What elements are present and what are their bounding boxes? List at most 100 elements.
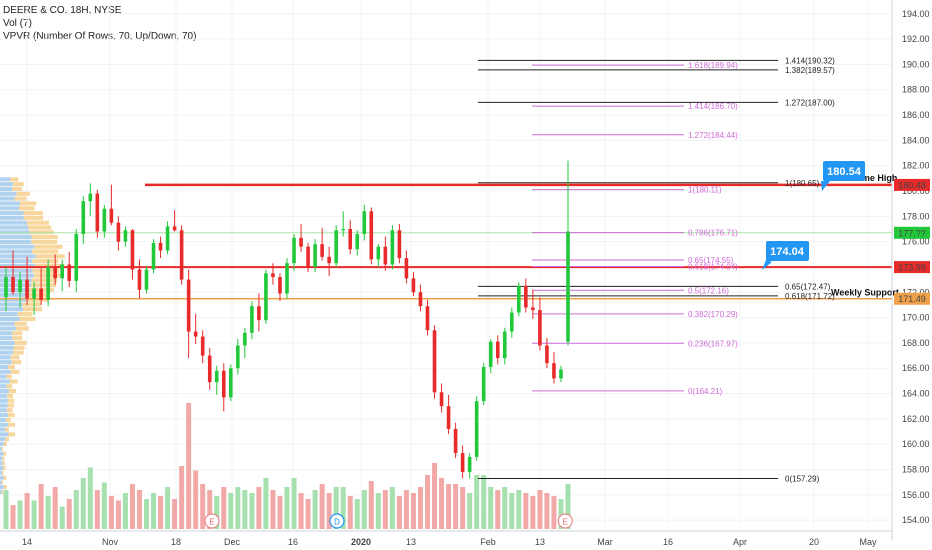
candle-body[interactable] [144, 269, 149, 290]
candle-body[interactable] [221, 370, 226, 398]
candle-body[interactable] [376, 246, 381, 260]
time-tick-label: 20 [809, 537, 819, 547]
candle-body[interactable] [229, 368, 233, 398]
earnings-badge[interactable] [557, 513, 573, 529]
candle-body[interactable] [439, 392, 444, 407]
candle-body[interactable] [4, 277, 8, 298]
candle-body[interactable] [474, 401, 479, 457]
candle-body[interactable] [355, 234, 360, 250]
candle-body[interactable] [404, 258, 409, 279]
candle-body[interactable] [88, 193, 93, 202]
candle-body[interactable] [74, 234, 79, 281]
candle-body[interactable] [165, 226, 170, 251]
candle-body[interactable] [130, 230, 135, 270]
candle-body[interactable] [207, 355, 212, 383]
candle-body[interactable] [502, 331, 507, 359]
callout-high-box[interactable] [823, 161, 865, 181]
vpvr-bar-up [0, 465, 4, 471]
candle-body[interactable] [109, 208, 114, 223]
candle-body[interactable] [538, 310, 542, 346]
candle-body[interactable] [193, 331, 198, 337]
candle-body[interactable] [186, 279, 191, 332]
candle-body[interactable] [559, 369, 563, 379]
candle-body[interactable] [334, 230, 338, 264]
vpvr-indicator-label[interactable]: VPVR (Number Of Rows, 70, Up/Down, 70) [3, 31, 197, 42]
candle-body[interactable] [531, 307, 535, 311]
candle-body[interactable] [46, 266, 50, 300]
candle-body[interactable] [25, 279, 29, 299]
candle-body[interactable] [53, 266, 57, 279]
candle-body[interactable] [250, 306, 254, 333]
price-marker[interactable] [894, 178, 930, 191]
candle-body[interactable] [320, 244, 324, 257]
candle-body[interactable] [243, 332, 247, 346]
candle-body[interactable] [411, 278, 416, 293]
candle-body[interactable] [306, 246, 310, 267]
candle-body[interactable] [432, 330, 437, 393]
candle-body[interactable] [524, 285, 528, 308]
candle-body[interactable] [495, 341, 500, 359]
candle-body[interactable] [383, 246, 388, 265]
candle-body[interactable] [425, 306, 430, 331]
volume-bar [277, 496, 283, 529]
candle-body[interactable] [67, 264, 72, 281]
candle-body[interactable] [95, 193, 100, 232]
candle-body[interactable] [200, 336, 205, 356]
candle-body[interactable] [510, 312, 514, 332]
candle-body[interactable] [285, 263, 289, 294]
candle-body[interactable] [39, 288, 43, 300]
candle-body[interactable] [214, 370, 219, 383]
candle-body[interactable] [446, 406, 451, 430]
candle-body[interactable] [369, 211, 374, 260]
candle-body[interactable] [313, 244, 317, 267]
candle-body[interactable] [81, 201, 86, 235]
candle-body[interactable] [60, 264, 64, 279]
volume-indicator-label[interactable]: Vol (7) [3, 18, 32, 29]
candle-body[interactable] [18, 279, 22, 293]
candle-body[interactable] [467, 456, 472, 473]
candle-body[interactable] [397, 230, 402, 259]
candle-body[interactable] [236, 345, 240, 369]
candle-body[interactable] [545, 345, 549, 364]
candle-body[interactable] [517, 285, 521, 313]
candle-body[interactable] [123, 230, 128, 242]
candle-body[interactable] [418, 292, 423, 307]
dividend-badge[interactable] [329, 513, 345, 529]
candle-body[interactable] [292, 237, 296, 264]
candle-body[interactable] [278, 277, 282, 294]
candle-body[interactable] [11, 277, 15, 293]
candle-body[interactable] [271, 273, 275, 278]
vpvr-bar-down [23, 215, 44, 220]
price-tick-label: 166.00 [902, 363, 930, 373]
candle-body[interactable] [327, 256, 331, 264]
candle-body[interactable] [552, 363, 556, 379]
candle-body[interactable] [172, 226, 177, 231]
candle-body[interactable] [137, 269, 142, 290]
callout-low-box[interactable] [766, 241, 809, 261]
candle-body[interactable] [158, 242, 163, 251]
candle-body[interactable] [566, 231, 570, 342]
price-tick-label: 158.00 [902, 465, 930, 475]
price-marker[interactable] [894, 292, 930, 305]
candle-body[interactable] [348, 228, 353, 250]
vpvr-bar-down [6, 408, 13, 413]
candle-body[interactable] [151, 242, 156, 270]
candle-body[interactable] [102, 208, 107, 232]
candle-body[interactable] [116, 222, 121, 242]
candle-body[interactable] [390, 230, 395, 265]
candle-body[interactable] [488, 341, 493, 367]
candle-body[interactable] [179, 230, 184, 280]
candle-body[interactable] [257, 306, 261, 321]
price-marker[interactable] [894, 226, 930, 239]
candle-body[interactable] [453, 429, 458, 454]
candle-body[interactable] [32, 288, 36, 299]
candle-body[interactable] [460, 453, 465, 473]
earnings-badge[interactable] [204, 513, 220, 529]
candle-body[interactable] [341, 228, 345, 231]
candle-body[interactable] [299, 237, 303, 247]
candle-body[interactable] [264, 273, 268, 321]
candle-body[interactable] [481, 366, 486, 402]
candle-body[interactable] [362, 211, 367, 235]
price-marker[interactable] [894, 261, 930, 274]
